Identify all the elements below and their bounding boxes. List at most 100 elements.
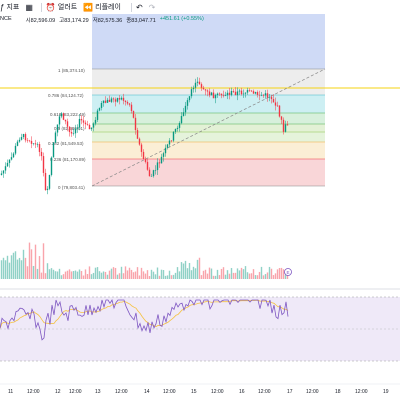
fib-label-1: 1 (85,374.10)	[58, 68, 85, 73]
x-axis-label: 17	[287, 389, 293, 395]
candle-body	[80, 118, 83, 121]
volume-bar	[58, 268, 61, 279]
candle-body	[18, 139, 21, 142]
candle-body	[30, 140, 33, 144]
volume-bar	[162, 270, 165, 279]
candle-body	[116, 98, 119, 102]
candle-body	[256, 92, 259, 95]
volume-bar	[176, 267, 179, 279]
candle-body	[60, 113, 63, 117]
candle-body	[240, 90, 243, 95]
volume-bar	[74, 270, 77, 279]
x-axis-label: 19	[383, 389, 389, 395]
volume-bar	[160, 269, 163, 279]
volume-bar	[192, 266, 195, 279]
candle-body	[66, 121, 69, 127]
candle-body	[158, 162, 161, 164]
symbol-name[interactable]: NCE	[0, 16, 12, 22]
fib-zone-0382	[92, 132, 325, 142]
candle-body	[156, 162, 159, 171]
candle-body	[100, 103, 103, 108]
volume-bar	[220, 268, 223, 279]
volume-bar	[128, 267, 131, 279]
x-axis[interactable]: 11 12:00 12 12:00 13 12:00 14 12:00 15 12:00 16 12:…	[8, 389, 389, 395]
volume-bar	[126, 270, 129, 279]
volume-bar	[56, 271, 59, 279]
volume-bar	[12, 252, 15, 279]
candle-body	[176, 127, 179, 129]
candle-body	[206, 90, 209, 92]
fib-lines	[92, 68, 325, 187]
candle-body	[106, 99, 109, 103]
volume-bar	[94, 267, 97, 279]
volume-bar	[180, 262, 183, 279]
volume-bar	[46, 263, 49, 279]
volume-bar	[90, 274, 93, 279]
volume-bar	[280, 267, 283, 279]
candle-body	[190, 89, 193, 97]
volume-bar	[120, 266, 123, 279]
volume-bar	[226, 270, 229, 279]
candle-body	[114, 99, 117, 102]
candle-body	[262, 95, 265, 96]
fib-zone-0236	[92, 142, 325, 159]
alert-button[interactable]: ⏰ 얼러트	[46, 2, 77, 12]
candle-body	[244, 92, 247, 94]
candle-body	[132, 110, 135, 118]
candle-body	[192, 87, 195, 90]
volume-bar	[170, 275, 173, 279]
candle-body	[2, 170, 5, 174]
fib-label-0618: 0.618 (83,222.49)	[50, 112, 86, 117]
redo-icon[interactable]: ↷	[148, 2, 156, 12]
candle-body	[46, 188, 49, 191]
volume-bar	[36, 268, 39, 279]
candle-body	[260, 95, 263, 96]
candle-body	[232, 90, 235, 92]
volume-bar	[150, 269, 153, 279]
candle-body	[162, 153, 165, 157]
trend-line[interactable]	[91, 68, 326, 187]
candles	[0, 77, 289, 195]
candle-body	[26, 140, 29, 141]
volume-bar	[270, 268, 273, 279]
replay-label: 리플레이	[95, 4, 121, 11]
volume-bar	[190, 270, 193, 279]
candle-body	[228, 92, 231, 95]
volume-bar	[254, 275, 257, 279]
indicators-button[interactable]: ƒ 지표	[0, 2, 19, 12]
candle-body	[76, 127, 79, 129]
volume-bar	[146, 270, 149, 279]
candle-body	[164, 147, 167, 154]
candle-body	[272, 99, 275, 103]
volume-bar	[164, 275, 167, 279]
volume-bar	[142, 271, 145, 279]
volume-bar	[22, 249, 25, 279]
x-axis-label: 12:00	[211, 389, 224, 395]
candle-body	[62, 113, 65, 120]
candle-body	[136, 130, 139, 139]
volume-bar	[238, 270, 241, 279]
candle-body	[4, 166, 7, 171]
candle-body	[12, 153, 15, 158]
fib-zone-1	[92, 69, 325, 95]
event-badge[interactable]	[284, 268, 292, 276]
candle-body	[6, 162, 9, 167]
volume-bar	[186, 268, 189, 279]
volume-bar	[86, 273, 89, 279]
templates-grid-icon[interactable]: ▦	[25, 2, 33, 12]
candle-body	[258, 94, 261, 96]
volume-bar	[136, 267, 139, 279]
volume-bar	[210, 268, 213, 279]
fib-zone-05	[92, 124, 325, 132]
volume-bar	[200, 275, 203, 279]
candle-body	[184, 105, 187, 113]
undo-icon[interactable]: ↶	[135, 2, 143, 12]
x-axis-label: 12:00	[258, 389, 271, 395]
volume-bar	[168, 270, 171, 279]
candle-body	[128, 103, 131, 105]
indicators-label: 지표	[6, 4, 20, 11]
candle-body	[210, 92, 213, 96]
fib-zone-0	[92, 159, 325, 186]
replay-button[interactable]: ⏪ 리플레이	[83, 2, 121, 12]
